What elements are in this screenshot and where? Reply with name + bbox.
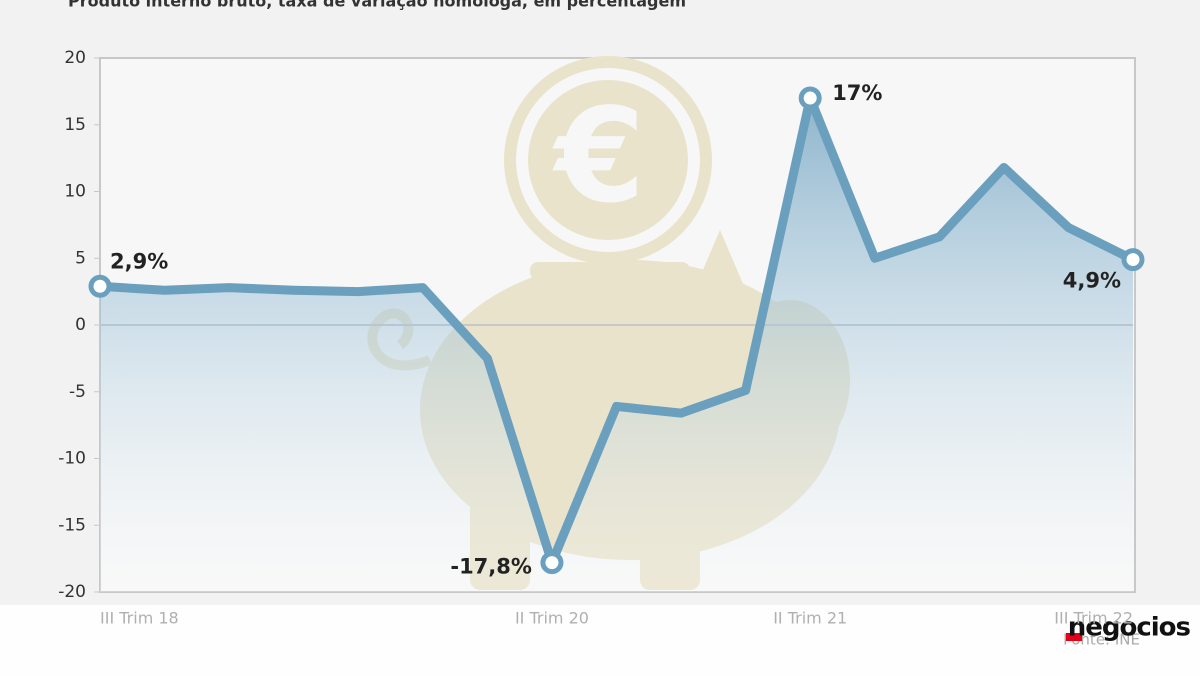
point-marker — [1121, 248, 1145, 272]
point-marker — [798, 86, 822, 110]
value-label: 17% — [832, 81, 882, 105]
area — [100, 98, 1133, 593]
y-tick-label: -10 — [58, 449, 86, 469]
x-tick-label: II Trim 21 — [773, 609, 847, 628]
point-marker — [88, 274, 112, 298]
y-tick-label: 5 — [75, 248, 86, 268]
value-label: -17,8% — [450, 555, 532, 579]
y-tick-label: 15 — [64, 115, 86, 135]
y-tick-label: -15 — [58, 515, 86, 535]
y-tick-label: 20 — [64, 48, 86, 68]
x-tick-label: II Trim 20 — [515, 609, 589, 628]
svg-text:€: € — [552, 80, 645, 232]
footer-band — [0, 605, 1200, 676]
x-tick-label: III Trim 22 — [1054, 609, 1133, 628]
line — [99, 93, 1136, 568]
logo-mark — [1066, 633, 1082, 641]
logo: negocios — [1068, 613, 1191, 643]
y-tick-label: 10 — [64, 182, 86, 202]
point-marker — [540, 551, 564, 575]
y-tick-label: -5 — [69, 382, 86, 402]
x-tick-label: III Trim 18 — [100, 609, 179, 628]
y-tick-label: -20 — [58, 582, 86, 602]
source: Fonte: INE — [1063, 631, 1140, 649]
y-tick-label: 0 — [75, 315, 86, 335]
chart-title: Produto interno bruto, taxa de variação … — [68, 0, 686, 11]
value-label: 2,9% — [110, 249, 168, 273]
value-label: 4,9% — [1063, 269, 1121, 293]
